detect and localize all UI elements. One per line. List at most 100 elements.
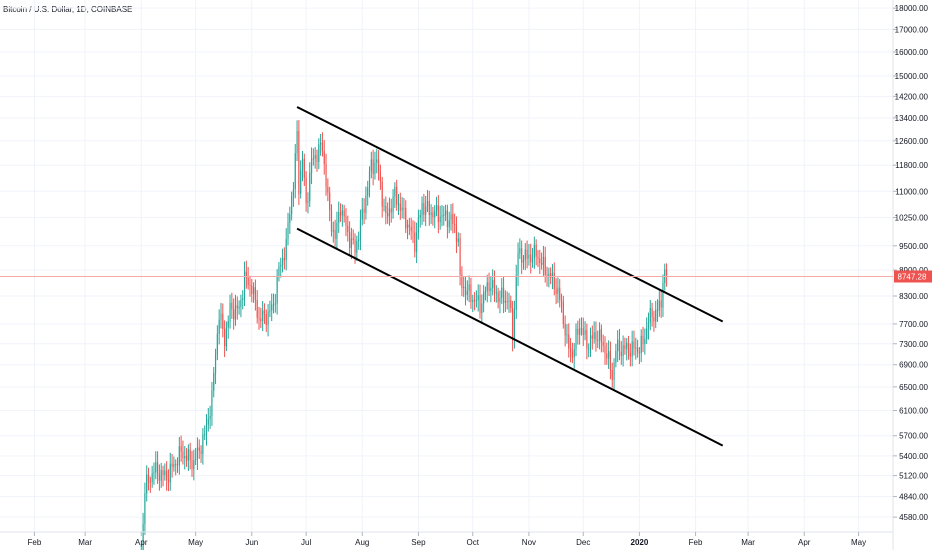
candle-body xyxy=(406,224,409,229)
candle-body xyxy=(265,314,267,326)
candle-body xyxy=(318,144,320,162)
candle-body xyxy=(367,187,369,196)
price-badge xyxy=(894,270,932,283)
x-tick-label: Apr xyxy=(135,538,148,547)
candle-body xyxy=(477,295,479,301)
upper-channel-trendline xyxy=(296,106,724,323)
x-tick-label: May xyxy=(851,538,866,547)
candle-body xyxy=(637,347,639,353)
candle-body xyxy=(598,329,601,340)
candle-body xyxy=(397,203,400,205)
candle-body xyxy=(638,352,640,354)
candle-body xyxy=(504,301,506,303)
candle-body xyxy=(245,271,247,278)
candle-body xyxy=(548,273,550,278)
candle-body xyxy=(660,300,662,308)
candle-body xyxy=(209,416,211,419)
candle-body xyxy=(611,369,613,380)
candle-body xyxy=(256,299,258,318)
candle-body xyxy=(276,276,278,304)
candle-body xyxy=(441,215,443,217)
candle-body xyxy=(320,142,322,145)
candle-body xyxy=(345,216,347,226)
candle-body xyxy=(615,350,617,363)
candle-body xyxy=(336,222,338,240)
candle-body xyxy=(195,459,197,461)
candle-body xyxy=(459,238,461,275)
candles xyxy=(140,120,668,550)
candle-body xyxy=(323,151,325,164)
candle-body xyxy=(484,291,487,293)
candle-body xyxy=(359,219,362,240)
y-tick-label: 7700.00 xyxy=(899,320,928,329)
candle-body xyxy=(521,248,523,263)
x-tick-label: Aug xyxy=(355,538,369,547)
candle-body xyxy=(225,327,228,347)
candle-body xyxy=(419,215,421,218)
candle-body xyxy=(166,470,168,481)
y-tick-label: 13400.00 xyxy=(895,114,929,123)
candle-body xyxy=(560,299,563,302)
candle-body xyxy=(439,216,441,223)
candle-body xyxy=(388,208,391,217)
candle-body xyxy=(358,239,360,241)
candle-body xyxy=(455,225,458,242)
candle-body xyxy=(251,285,253,294)
candle-body xyxy=(202,434,204,454)
candle-body xyxy=(622,345,624,356)
candle-body xyxy=(651,308,653,318)
candle-body xyxy=(361,208,363,220)
candle-body xyxy=(205,424,208,435)
candle-body xyxy=(372,159,374,174)
price-axis[interactable]: 4580.00 4840.00 5120.00 5400.00 5700.00 6100.… xyxy=(893,4,929,522)
candle-body xyxy=(222,313,224,329)
candle-body xyxy=(144,493,146,524)
time-axis[interactable]: Feb Mar Apr May Jun Jul Aug Sep Oct Nov Dec 2020 Feb… xyxy=(28,532,867,547)
candle-body xyxy=(618,339,621,352)
candle-body xyxy=(350,238,352,248)
x-tick-label: Feb xyxy=(28,538,42,547)
candle-body xyxy=(385,206,387,214)
candle-body xyxy=(285,239,287,260)
candle-body xyxy=(185,455,188,461)
candle-body xyxy=(416,232,418,252)
candle-body xyxy=(495,292,497,294)
candle-body xyxy=(300,170,302,194)
candle-body xyxy=(309,172,311,202)
candle-body xyxy=(374,162,376,174)
candle-body xyxy=(332,230,334,232)
candle-body xyxy=(296,131,298,154)
candle-body xyxy=(253,287,255,294)
candle-body xyxy=(187,449,189,461)
candle-body xyxy=(466,290,468,295)
candle-body xyxy=(513,309,516,341)
candle-body xyxy=(437,205,439,223)
candle-body xyxy=(573,349,575,358)
x-tick-label: Apr xyxy=(798,538,811,547)
candle-body xyxy=(430,212,432,216)
candle-body xyxy=(631,341,633,357)
candle-body xyxy=(200,450,202,454)
candle-body xyxy=(647,322,650,329)
candle-body xyxy=(160,470,162,481)
candle-body xyxy=(522,260,525,263)
candle-body xyxy=(211,390,213,417)
candle-body xyxy=(363,208,365,213)
candle-body xyxy=(383,206,385,208)
candle-body xyxy=(526,249,528,259)
candle-body xyxy=(512,307,514,341)
candle-body xyxy=(608,351,610,359)
candle-body xyxy=(292,188,295,197)
candle-body xyxy=(569,348,572,352)
candle-body xyxy=(483,292,485,304)
x-tick-label: Dec xyxy=(576,538,590,547)
candle-body xyxy=(184,455,186,459)
candle-body xyxy=(289,214,291,223)
candle-body xyxy=(142,523,144,550)
y-tick-label: 5700.00 xyxy=(899,432,928,441)
candle-body xyxy=(278,266,280,277)
candle-body xyxy=(303,158,305,178)
candle-body xyxy=(539,258,541,264)
candle-body xyxy=(446,210,448,228)
